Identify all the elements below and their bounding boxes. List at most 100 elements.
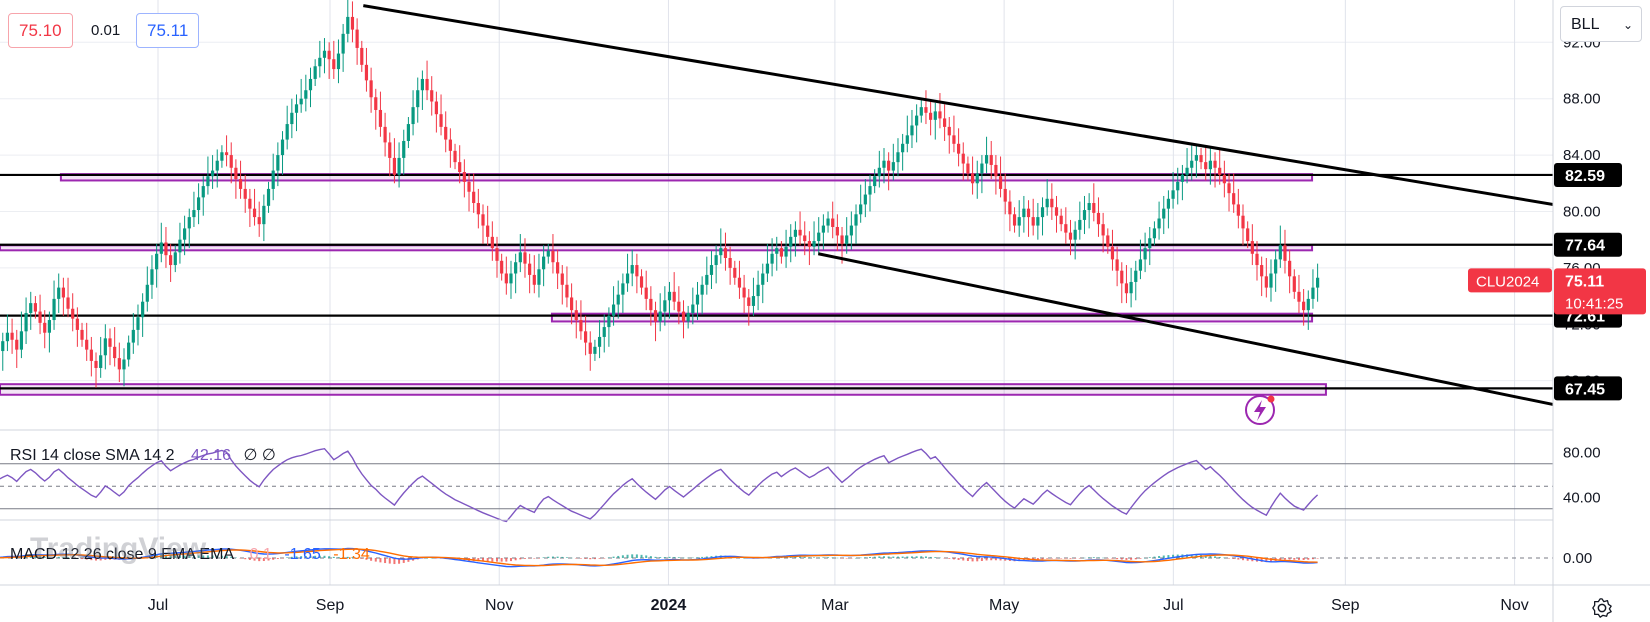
candle-body xyxy=(318,57,322,67)
candle-body xyxy=(1073,229,1077,240)
candle-body xyxy=(747,297,751,306)
macd-histogram-bar xyxy=(705,556,708,558)
candle-body xyxy=(831,218,835,227)
macd-histogram-bar xyxy=(794,556,797,558)
candle-body xyxy=(901,143,905,153)
candle-body xyxy=(1185,167,1189,175)
candle-body xyxy=(1059,215,1063,225)
settings-gear-icon[interactable] xyxy=(1591,597,1613,619)
candle-body xyxy=(961,153,965,164)
macd-pane xyxy=(0,519,1553,568)
candle-body xyxy=(910,125,914,136)
candle-body xyxy=(817,232,821,242)
candle-body xyxy=(173,252,177,266)
candle-body xyxy=(1050,198,1054,208)
candle-body xyxy=(266,188,271,206)
macd-histogram-bar xyxy=(393,558,396,565)
macd-histogram-bar xyxy=(514,558,517,561)
candle-body xyxy=(518,252,522,263)
candle-body xyxy=(681,311,686,322)
macd-histogram-bar xyxy=(551,556,554,558)
candle-body xyxy=(252,208,257,218)
candle-body xyxy=(1199,155,1203,163)
candle-body xyxy=(639,276,644,288)
symbol-select[interactable]: BLL ⌄ xyxy=(1560,6,1642,42)
candle-body xyxy=(434,101,438,115)
macd-histogram-bar xyxy=(234,557,237,559)
candle-body xyxy=(113,346,117,359)
macd-histogram-bar xyxy=(1106,558,1109,559)
x-tick-label: Jul xyxy=(148,597,168,614)
candle-body xyxy=(1218,167,1222,175)
macd-histogram-bar xyxy=(1004,558,1007,561)
lightning-icon-bolt xyxy=(1254,400,1266,421)
candle-body xyxy=(360,47,364,65)
candle-body xyxy=(1012,214,1017,226)
macd-histogram-bar xyxy=(896,556,899,558)
candle-body xyxy=(700,284,704,295)
macd-histogram-bar xyxy=(654,556,657,558)
candle-body xyxy=(1082,210,1087,220)
candle-body xyxy=(826,218,830,226)
macd-histogram-bar xyxy=(869,556,872,558)
candle-body xyxy=(5,332,10,342)
macd-histogram-bar xyxy=(244,558,247,560)
macd-histogram-bar xyxy=(901,556,904,558)
candle-body xyxy=(159,242,163,254)
candle-body xyxy=(849,225,853,236)
macd-histogram-bar xyxy=(197,555,200,558)
candle-body xyxy=(551,250,555,263)
candle-body xyxy=(1166,198,1171,209)
candle-body xyxy=(845,235,849,244)
macd-histogram-bar xyxy=(850,558,853,559)
candle-body xyxy=(975,173,979,184)
candle-body xyxy=(1264,276,1268,288)
x-tick-label: 2024 xyxy=(651,597,687,614)
macd-histogram-bar xyxy=(309,555,312,558)
macd-histogram-bar xyxy=(570,557,573,559)
candle-body xyxy=(1250,241,1254,254)
macd-histogram-bar xyxy=(687,557,690,559)
macd-histogram-bar xyxy=(67,557,70,558)
macd-histogram-bar xyxy=(81,558,84,560)
candle-body xyxy=(1292,276,1296,292)
candle-body xyxy=(1045,198,1049,208)
macd-histogram-bar xyxy=(500,558,503,562)
lightning-icon-ring xyxy=(1245,395,1275,425)
macd-histogram-bar xyxy=(873,556,876,558)
macd-histogram-bar xyxy=(1046,558,1049,559)
candle-body xyxy=(355,29,359,48)
candle-body xyxy=(229,155,233,168)
rsi-legend-value: 42.16 xyxy=(190,447,232,464)
candle-body xyxy=(994,164,998,177)
macd-histogram-bar xyxy=(281,558,284,559)
macd-histogram-bar xyxy=(505,558,508,562)
x-tick-label: May xyxy=(989,597,1019,614)
candle-body xyxy=(1246,228,1250,242)
macd-histogram-bar xyxy=(1139,558,1142,559)
candlesticks xyxy=(1,0,1320,388)
macd-histogram-bar xyxy=(435,558,438,559)
level-badge xyxy=(1554,232,1622,257)
x-tick-label: Jul xyxy=(1163,597,1183,614)
macd-histogram-bar xyxy=(1130,558,1133,560)
macd-histogram-bar xyxy=(799,556,802,558)
macd-histogram-bar xyxy=(1078,558,1081,559)
macd-histogram-bar xyxy=(1237,558,1240,560)
candle-body xyxy=(793,229,798,237)
candle-body xyxy=(1068,232,1073,240)
macd-histogram-bar xyxy=(426,557,429,559)
candle-body xyxy=(1162,208,1166,219)
macd-histogram-bar xyxy=(822,557,825,558)
candle-body xyxy=(383,126,387,143)
ohlc-open-value: 75.10 xyxy=(8,13,73,48)
candle-body xyxy=(220,152,224,161)
candle-body xyxy=(215,160,219,171)
macd-histogram-bar xyxy=(827,557,830,558)
candle-body xyxy=(1176,181,1180,191)
candle-body xyxy=(439,114,443,127)
macd-histogram-bar xyxy=(892,556,895,558)
candle-body xyxy=(1236,204,1240,216)
macd-histogram-bar xyxy=(360,558,363,559)
